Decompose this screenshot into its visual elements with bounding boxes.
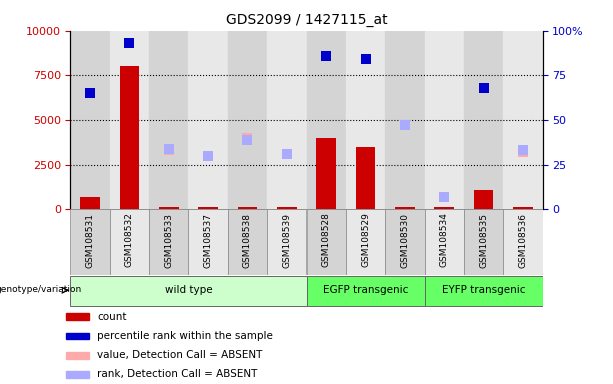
Text: GSM108533: GSM108533 — [164, 213, 173, 268]
Bar — [66, 352, 89, 359]
Bar — [267, 31, 306, 209]
Bar — [70, 276, 306, 306]
Bar — [277, 207, 297, 209]
Text: GSM108538: GSM108538 — [243, 213, 252, 268]
Text: percentile rank within the sample: percentile rank within the sample — [97, 331, 273, 341]
Bar — [228, 31, 267, 209]
Bar — [435, 207, 454, 209]
Bar — [395, 207, 414, 209]
Bar — [306, 209, 346, 275]
Title: GDS2099 / 1427115_at: GDS2099 / 1427115_at — [226, 13, 387, 27]
Bar — [66, 313, 89, 320]
Text: GSM108532: GSM108532 — [125, 213, 134, 267]
Bar — [149, 31, 189, 209]
Bar — [385, 31, 424, 209]
Bar — [149, 209, 189, 275]
Text: GSM108530: GSM108530 — [400, 213, 409, 268]
Bar — [70, 209, 110, 275]
Bar — [189, 209, 228, 275]
Text: rank, Detection Call = ABSENT: rank, Detection Call = ABSENT — [97, 369, 257, 379]
Text: EYFP transgenic: EYFP transgenic — [442, 285, 525, 295]
Bar — [110, 31, 149, 209]
Bar — [385, 209, 424, 275]
Bar — [316, 138, 336, 209]
Text: value, Detection Call = ABSENT: value, Detection Call = ABSENT — [97, 350, 262, 360]
Bar — [110, 209, 149, 275]
Bar — [70, 31, 110, 209]
Text: genotype/variation: genotype/variation — [0, 285, 82, 294]
Bar — [120, 66, 139, 209]
Bar — [464, 31, 503, 209]
Bar — [228, 209, 267, 275]
Bar — [474, 190, 493, 209]
Text: count: count — [97, 312, 126, 322]
Bar — [199, 207, 218, 209]
Bar — [356, 147, 375, 209]
Bar — [238, 207, 257, 209]
Text: GSM108539: GSM108539 — [283, 213, 291, 268]
Bar — [66, 333, 89, 339]
Text: GSM108528: GSM108528 — [322, 213, 330, 267]
Text: GSM108531: GSM108531 — [86, 213, 94, 268]
Text: wild type: wild type — [165, 285, 212, 295]
Bar — [66, 371, 89, 378]
Text: GSM108529: GSM108529 — [361, 213, 370, 267]
Bar — [503, 209, 543, 275]
Bar — [267, 209, 306, 275]
Bar — [513, 207, 533, 209]
Text: GSM108536: GSM108536 — [519, 213, 527, 268]
Text: GSM108535: GSM108535 — [479, 213, 488, 268]
Bar — [424, 276, 543, 306]
Bar — [306, 31, 346, 209]
Bar — [464, 209, 503, 275]
Text: EGFP transgenic: EGFP transgenic — [323, 285, 408, 295]
Bar — [424, 209, 464, 275]
Bar — [503, 31, 543, 209]
Bar — [424, 31, 464, 209]
Bar — [346, 31, 385, 209]
Text: GSM108537: GSM108537 — [204, 213, 213, 268]
Bar — [159, 207, 178, 209]
Bar — [189, 31, 228, 209]
Text: GSM108534: GSM108534 — [440, 213, 449, 267]
Bar — [346, 209, 385, 275]
Bar — [80, 197, 100, 209]
Bar — [306, 276, 424, 306]
